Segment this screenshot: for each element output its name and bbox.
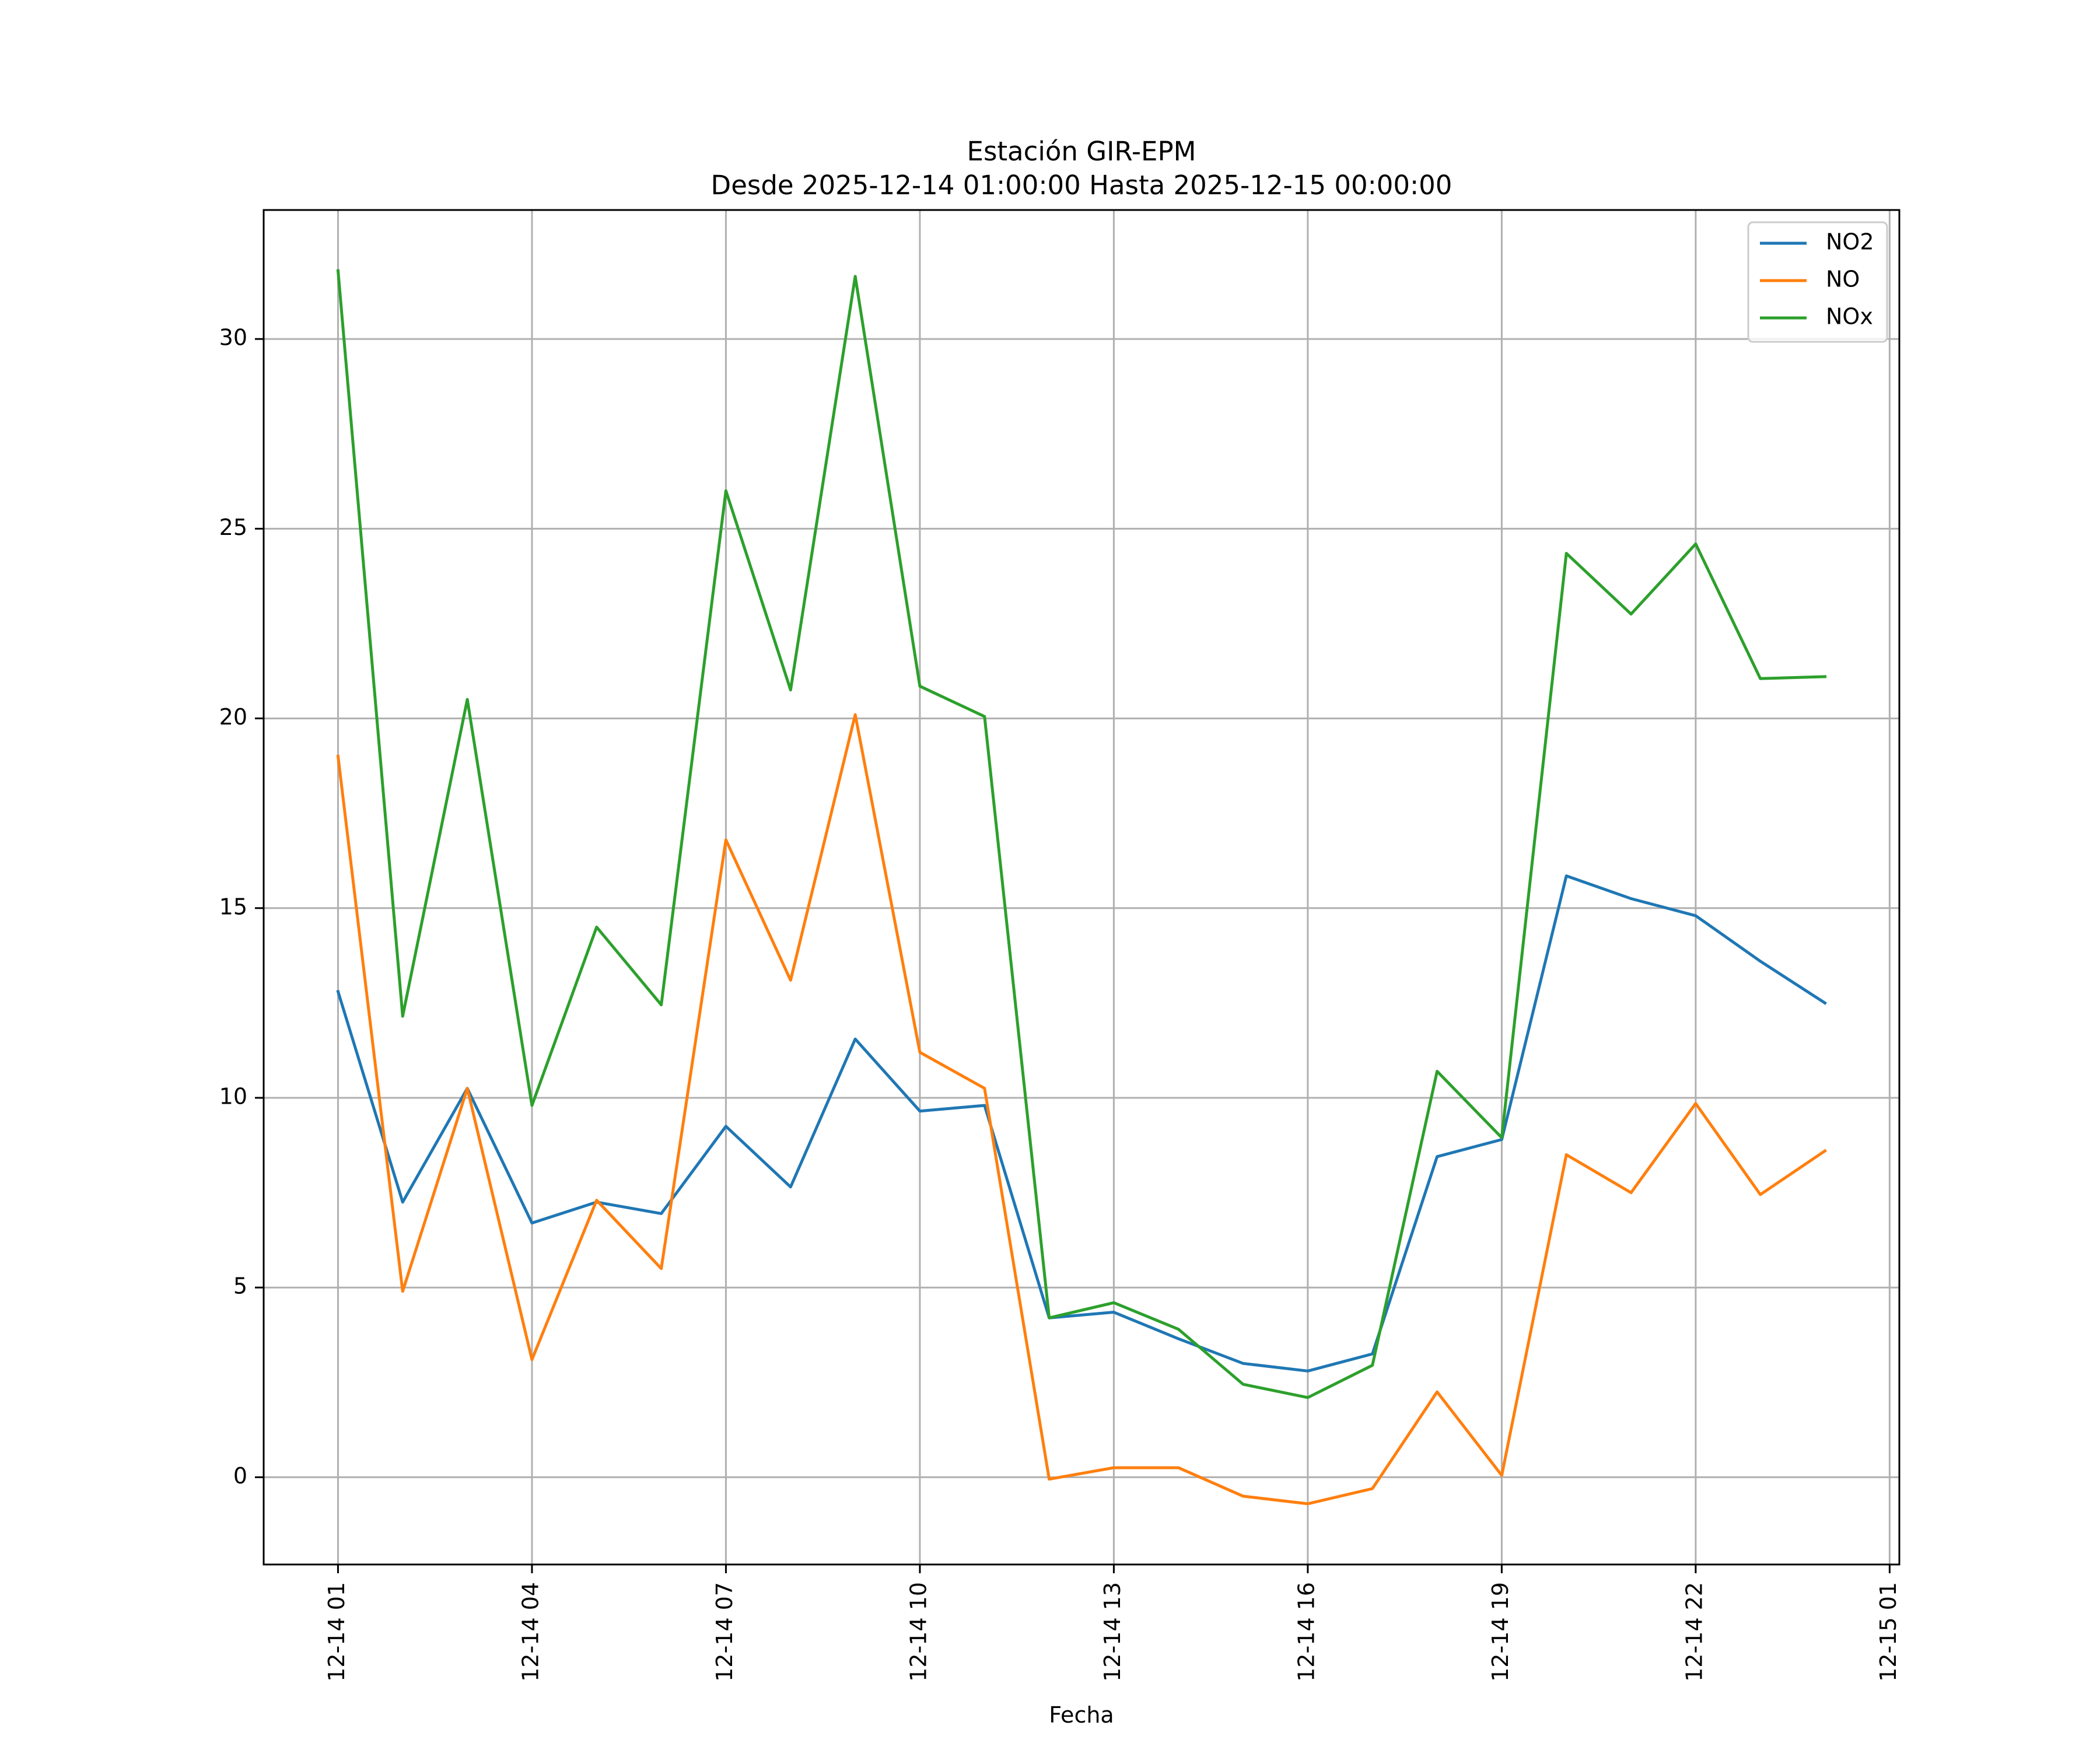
y-tick-label: 0 bbox=[233, 1463, 247, 1489]
legend-label-nox: NOx bbox=[1826, 304, 1873, 330]
x-tick-label: 12-14 04 bbox=[517, 1582, 543, 1682]
legend: NO2 NO NOx bbox=[1747, 221, 1888, 343]
series-lines bbox=[336, 269, 1827, 1506]
x-tick-label: 12-14 07 bbox=[712, 1582, 737, 1682]
x-axis-label: Fecha bbox=[1049, 1702, 1114, 1728]
x-tick-label: 12-15 01 bbox=[1875, 1582, 1901, 1682]
y-tick-label: 25 bbox=[219, 514, 247, 540]
series-line-nox bbox=[336, 269, 1827, 1399]
chart-title: Estación GIR-EPM bbox=[967, 136, 1196, 167]
legend-label-no: NO bbox=[1826, 267, 1860, 292]
y-tick-label: 5 bbox=[233, 1273, 247, 1299]
x-tick-label: 12-14 10 bbox=[905, 1582, 931, 1682]
x-tick-label: 12-14 19 bbox=[1488, 1582, 1513, 1682]
y-axis: 0 5 10 15 20 25 30 bbox=[219, 325, 264, 1489]
y-tick-label: 10 bbox=[219, 1083, 247, 1109]
legend-label-no2: NO2 bbox=[1826, 229, 1874, 255]
y-tick-label: 15 bbox=[219, 894, 247, 919]
series-line-no bbox=[336, 713, 1827, 1506]
x-tick-label: 12-14 13 bbox=[1100, 1582, 1125, 1682]
y-tick-label: 30 bbox=[219, 325, 247, 351]
plot-frame bbox=[262, 209, 1901, 1566]
series-line-no2 bbox=[336, 874, 1827, 1373]
x-axis: 12-14 01 12-14 04 12-14 07 12-14 10 12-14 13… bbox=[324, 1564, 1901, 1682]
legend-box bbox=[1747, 221, 1888, 343]
chart-subtitle: Desde 2025-12-14 01:00:00 Hasta 2025-12-… bbox=[711, 170, 1452, 201]
y-tick-label: 20 bbox=[219, 704, 247, 730]
x-tick-label: 12-14 16 bbox=[1293, 1582, 1319, 1682]
x-tick-label: 12-14 22 bbox=[1681, 1582, 1707, 1682]
grid bbox=[264, 210, 1899, 1564]
x-tick-label: 12-14 01 bbox=[324, 1582, 349, 1682]
